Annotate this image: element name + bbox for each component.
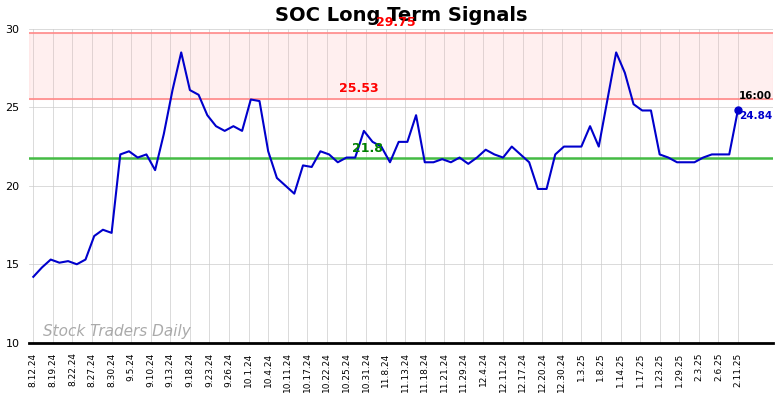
Text: 21.8: 21.8 [352,142,383,155]
Bar [30,33,773,99]
Text: Stock Traders Daily: Stock Traders Daily [43,324,191,339]
Text: 24.84: 24.84 [739,111,772,121]
Title: SOC Long Term Signals: SOC Long Term Signals [275,6,528,25]
Text: 25.53: 25.53 [339,82,379,95]
Text: 16:00: 16:00 [739,91,772,101]
Text: 29.75: 29.75 [376,16,416,29]
